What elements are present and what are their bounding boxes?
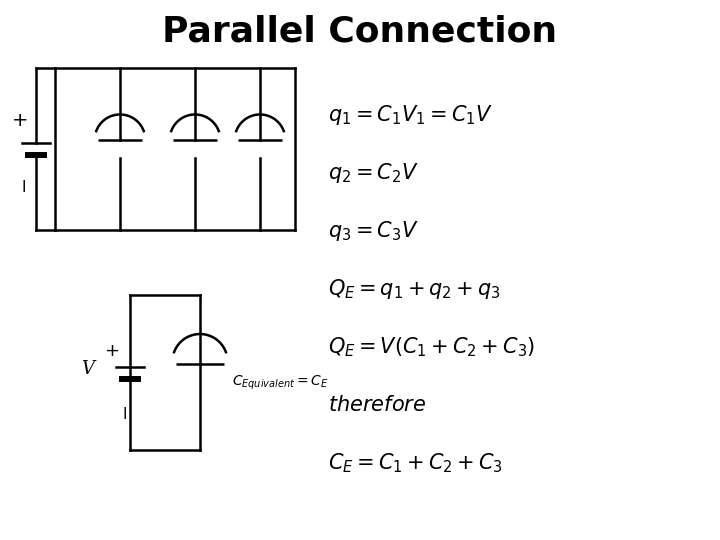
Text: $q_1 = C_1V_1 = C_1V$: $q_1 = C_1V_1 = C_1V$ xyxy=(328,103,493,127)
Text: $Q_E = q_1 + q_2 + q_3$: $Q_E = q_1 + q_2 + q_3$ xyxy=(328,277,500,301)
Text: +: + xyxy=(104,341,120,360)
Text: I: I xyxy=(122,407,127,422)
Text: V: V xyxy=(81,360,94,377)
Text: I: I xyxy=(22,179,26,194)
Text: $\mathit{therefore}$: $\mathit{therefore}$ xyxy=(328,395,426,415)
Text: $Q_E = V(C_1 + C_2 + C_3)$: $Q_E = V(C_1 + C_2 + C_3)$ xyxy=(328,335,536,359)
Text: $q_3 = C_3V$: $q_3 = C_3V$ xyxy=(328,219,419,243)
Text: +: + xyxy=(12,111,28,131)
Text: Parallel Connection: Parallel Connection xyxy=(163,15,557,49)
Text: $C_E = C_1 + C_2 + C_3$: $C_E = C_1 + C_2 + C_3$ xyxy=(328,451,503,475)
Text: $C_{Equivalent}$$=$$C_E$: $C_{Equivalent}$$=$$C_E$ xyxy=(232,373,328,392)
Text: $q_2 = C_2V$: $q_2 = C_2V$ xyxy=(328,161,419,185)
